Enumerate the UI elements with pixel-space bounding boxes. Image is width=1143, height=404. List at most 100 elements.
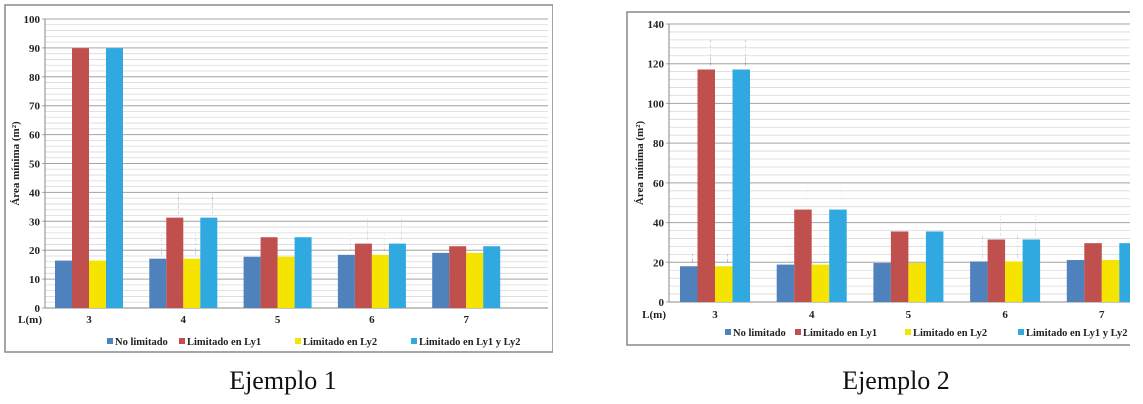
- legend-swatch: [795, 329, 801, 335]
- x-tick-label: 3: [712, 309, 718, 321]
- y-tick-label: 100: [24, 14, 41, 26]
- data-label: 21.13: [1107, 233, 1118, 257]
- data-label: 35.52: [931, 205, 942, 229]
- legend-swatch: [107, 338, 113, 344]
- y-tick-label: 10: [29, 274, 41, 286]
- data-label: 18.4: [376, 233, 387, 252]
- x-axis-label: L(m): [18, 314, 42, 326]
- legend-swatch: [1018, 329, 1024, 335]
- data-label: 18.84: [781, 237, 792, 261]
- legend-label: No limitado: [733, 328, 786, 339]
- bar-limitado-en-ly1-y-ly2: [200, 217, 218, 308]
- bar-limitado-en-ly2: [811, 264, 830, 302]
- y-tick-label: 20: [653, 257, 665, 269]
- legend-label: Limitado en Ly1 y Ly2: [419, 337, 521, 348]
- bar-limitado-en-ly1: [1084, 243, 1102, 302]
- bar-limitado-en-ly2: [1101, 260, 1120, 302]
- data-label: 117.08: [702, 38, 713, 66]
- data-label: 89.92: [77, 22, 88, 46]
- data-label: 16.4: [94, 238, 105, 257]
- x-tick-label: 4: [809, 309, 815, 321]
- bar-limitado-en-ly1: [697, 69, 715, 302]
- data-label: 35.52: [896, 205, 907, 229]
- bar-limitado-en-ly2: [89, 260, 106, 308]
- bar-limitado-en-ly1: [166, 217, 184, 308]
- data-label: 22.28: [359, 217, 370, 241]
- x-tick-label: 3: [86, 314, 92, 326]
- y-tick-label: 50: [29, 159, 41, 171]
- data-label: 17.73: [248, 230, 259, 254]
- data-label: 31.27: [205, 191, 216, 215]
- y-tick-label: 30: [29, 216, 41, 228]
- bar-no-limitado: [149, 258, 167, 308]
- bar-no-limitado: [680, 266, 698, 302]
- data-label: 18.84: [816, 237, 827, 261]
- data-label: 19.63: [913, 236, 924, 260]
- bar-limitado-en-ly2: [715, 266, 733, 302]
- legend-swatch: [411, 338, 417, 344]
- x-tick-label: 6: [369, 314, 375, 326]
- y-tick-label: 120: [648, 59, 665, 71]
- caption-ejemplo-2: Ejemplo 2: [842, 366, 950, 395]
- y-tick-label: 40: [653, 218, 665, 230]
- data-label: 31.47: [992, 213, 1003, 237]
- data-label: 21.37: [488, 220, 499, 244]
- bar-limitado-en-ly2: [1005, 261, 1023, 302]
- bar-limitado-en-ly1-y-ly2: [106, 48, 123, 309]
- data-label: 18: [685, 253, 696, 264]
- bar-limitado-en-ly1-y-ly2: [925, 231, 944, 302]
- y-tick-label: 100: [648, 98, 665, 110]
- y-tick-label: 80: [653, 138, 665, 150]
- data-label: 24.49: [265, 211, 276, 235]
- bar-limitado-en-ly2: [371, 254, 389, 308]
- data-label: 20.41: [1010, 235, 1021, 259]
- bar-limitado-en-ly1-y-ly2: [294, 237, 312, 308]
- data-label: 20.41: [975, 235, 986, 259]
- bar-limitado-en-ly1: [449, 246, 467, 308]
- y-tick-label: 140: [648, 19, 665, 31]
- data-label: 31.27: [171, 191, 182, 215]
- data-label: 21.13: [1072, 233, 1083, 257]
- data-label: 21.37: [454, 220, 465, 244]
- legend-swatch: [179, 338, 185, 344]
- bar-limitado-en-ly2: [908, 263, 926, 302]
- bar-limitado-en-ly1: [794, 209, 812, 302]
- y-tick-label: 20: [29, 245, 41, 257]
- bar-no-limitado: [873, 263, 891, 302]
- caption-ejemplo-1: Ejemplo 1: [229, 366, 337, 395]
- y-tick-label: 80: [29, 72, 41, 84]
- legend-label: No limitado: [115, 337, 168, 348]
- legend-swatch: [905, 329, 911, 335]
- y-tick-label: 0: [659, 297, 665, 309]
- y-tick-label: 90: [29, 43, 41, 55]
- data-label: 19.07: [437, 226, 448, 250]
- bar-no-limitado: [55, 260, 72, 308]
- data-label: 19.63: [878, 236, 889, 260]
- data-label: 17.73: [282, 230, 293, 254]
- bar-limitado-en-ly1-y-ly2: [483, 246, 501, 308]
- data-label: 29.63: [1124, 217, 1135, 241]
- legend-label: Limitado en Ly2: [913, 328, 987, 339]
- bar-no-limitado: [432, 252, 450, 308]
- data-label: 16.4: [60, 238, 71, 257]
- data-label: 24.49: [299, 211, 310, 235]
- data-label: 17.07: [154, 232, 165, 256]
- legend-swatch: [725, 329, 731, 335]
- y-tick-label: 60: [29, 130, 41, 142]
- data-label: 19.07: [471, 226, 482, 250]
- x-tick-label: 5: [275, 314, 281, 326]
- x-axis-label: L(m): [642, 309, 666, 321]
- bar-limitado-en-ly1-y-ly2: [829, 209, 847, 302]
- data-label: 18: [720, 253, 731, 264]
- legend-label: Limitado en Ly1: [187, 337, 261, 348]
- legend-swatch: [295, 338, 301, 344]
- x-tick-label: 7: [463, 314, 469, 326]
- legend-label: Limitado en Ly1: [803, 328, 877, 339]
- bar-no-limitado: [243, 256, 261, 308]
- bar-limitado-en-ly1-y-ly2: [388, 243, 406, 308]
- data-label: 46.55: [799, 183, 810, 207]
- y-tick-label: 70: [29, 101, 41, 113]
- chart-1: 0 10 20 30 40 50 60 70 80 90 100 Área mínima (m²) L(…: [4, 4, 553, 353]
